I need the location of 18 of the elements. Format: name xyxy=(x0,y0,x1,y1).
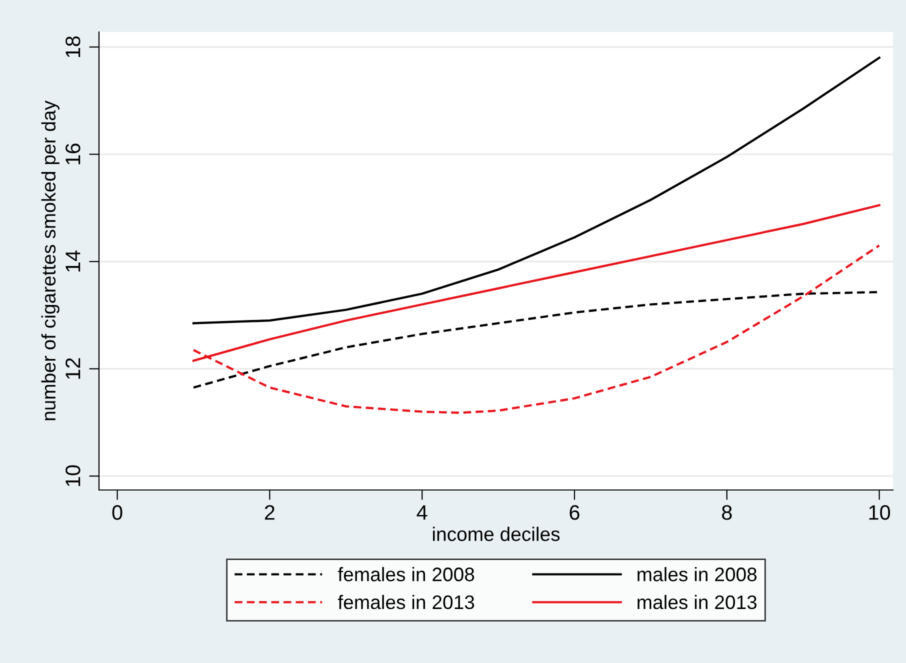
x-tick-label: 8 xyxy=(722,505,732,520)
y-tick-label: 16 xyxy=(66,144,80,164)
legend-label: males in 2013 xyxy=(638,594,757,610)
y-tick-label: 18 xyxy=(66,36,80,58)
y-tick-label: 10 xyxy=(66,465,80,486)
x-tick-label: 10 xyxy=(869,505,890,520)
x-tick-label: 4 xyxy=(416,505,428,520)
legend-label: males in 2008 xyxy=(638,567,757,582)
x-tick-label: 2 xyxy=(264,505,274,520)
line-series xyxy=(192,56,880,324)
legend-label: females in 2013 xyxy=(338,594,474,610)
x-tick-label: 6 xyxy=(570,505,580,520)
legend-label: females in 2008 xyxy=(338,567,474,582)
y-tick-label: 12 xyxy=(66,358,80,379)
y-tick-label: 14 xyxy=(66,250,80,272)
x-axis-title: income deciles xyxy=(433,526,560,542)
x-tick-label: 0 xyxy=(112,505,122,520)
y-axis-title: number of cigarettes smoked per day xyxy=(41,100,60,420)
